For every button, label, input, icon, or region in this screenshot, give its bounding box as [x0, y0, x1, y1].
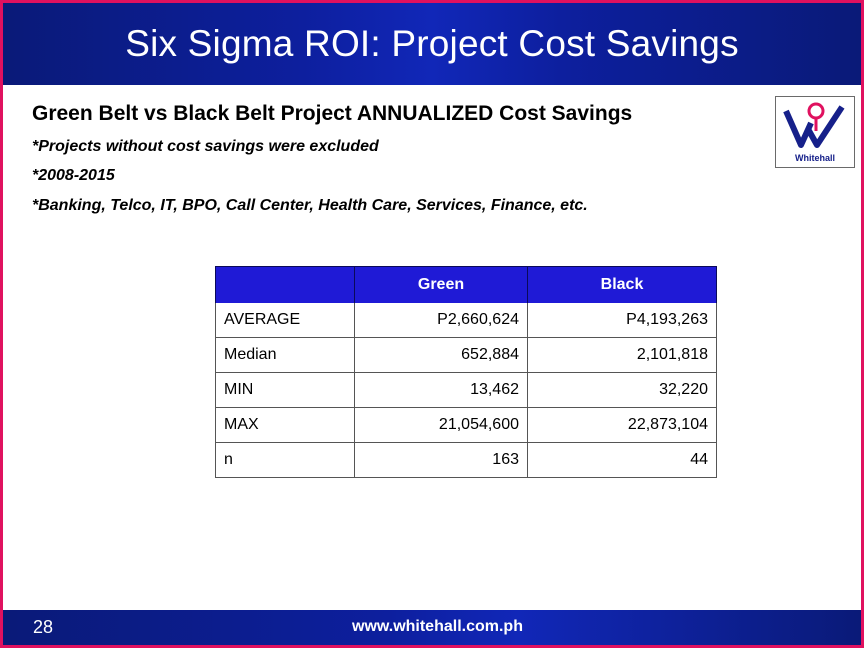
black-value: 22,873,104 — [527, 407, 717, 443]
black-value: P4,193,263 — [527, 303, 717, 338]
table-row: MAX 21,054,600 22,873,104 — [215, 407, 717, 443]
table-row: AVERAGE P2,660,624 P4,193,263 — [215, 303, 717, 338]
slide-title: Six Sigma ROI: Project Cost Savings — [125, 23, 739, 64]
table-header-row: Green Black — [215, 266, 717, 303]
note-exclusion: *Projects without cost savings were excl… — [32, 138, 379, 155]
green-value: 13,462 — [354, 372, 528, 408]
whitehall-logo: Whitehall — [775, 96, 855, 168]
row-label: Median — [215, 337, 355, 373]
row-label: MIN — [215, 372, 355, 408]
slide-subtitle: Green Belt vs Black Belt Project ANNUALI… — [32, 102, 633, 125]
green-value: 652,884 — [354, 337, 528, 373]
table-header-cell: Green — [354, 266, 528, 303]
row-label: MAX — [215, 407, 355, 443]
page-number: 28 — [33, 617, 54, 637]
black-value: 2,101,818 — [527, 337, 717, 373]
footer-url: www.whitehall.com.ph — [352, 618, 523, 635]
table-row: n 163 44 — [215, 442, 717, 478]
green-value: 163 — [354, 442, 528, 478]
black-value: 32,220 — [527, 372, 717, 408]
logo-text: Whitehall — [795, 153, 835, 163]
black-value: 44 — [527, 442, 717, 478]
table-header-cell: Black — [527, 266, 717, 303]
row-label: n — [215, 442, 355, 478]
slide-footer: 28 www.whitehall.com.ph — [3, 610, 861, 645]
row-label: AVERAGE — [215, 303, 355, 338]
note-years: *2008-2015 — [32, 167, 115, 184]
table-header-cell — [215, 266, 355, 303]
note-industries: *Banking, Telco, IT, BPO, Call Center, H… — [32, 197, 588, 214]
table-row: MIN 13,462 32,220 — [215, 372, 717, 408]
whitehall-logo-icon — [783, 102, 845, 148]
green-value: P2,660,624 — [354, 303, 528, 338]
cost-savings-table: Green Black AVERAGE P2,660,624 P4,193,26… — [215, 266, 717, 478]
slide-header: Six Sigma ROI: Project Cost Savings — [3, 3, 861, 85]
table-row: Median 652,884 2,101,818 — [215, 337, 717, 373]
green-value: 21,054,600 — [354, 407, 528, 443]
